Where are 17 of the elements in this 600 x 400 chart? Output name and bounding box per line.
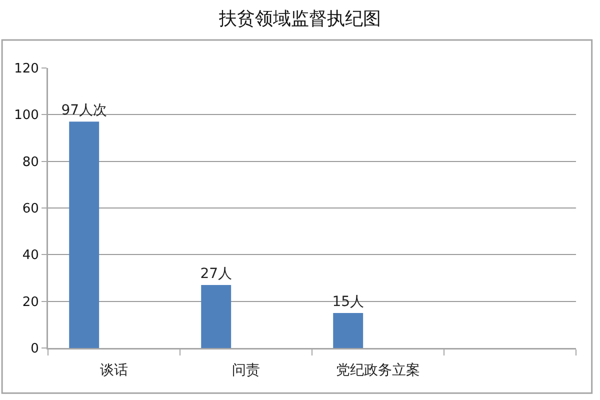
- data-label: 97人次: [61, 102, 108, 119]
- x-tick-label: 问责: [232, 362, 260, 378]
- y-tick-label: 60: [22, 202, 39, 217]
- chart-title: 扶贫领域监督执纪图: [218, 8, 381, 30]
- y-tick-label: 100: [14, 108, 39, 124]
- y-tick-label: 40: [22, 248, 39, 264]
- y-tick-label: 120: [14, 62, 39, 77]
- y-tick-label: 20: [22, 294, 39, 310]
- bar: [201, 285, 232, 348]
- bar: [69, 122, 100, 348]
- data-label: 15人: [332, 294, 364, 310]
- y-tick-label: 80: [22, 154, 39, 170]
- x-tick-label: 谈话: [100, 362, 128, 378]
- bar: [333, 313, 364, 348]
- y-tick-label: 0: [30, 342, 39, 357]
- x-tick-label: 党纪政务立案: [336, 361, 420, 378]
- data-label: 27人: [200, 266, 232, 282]
